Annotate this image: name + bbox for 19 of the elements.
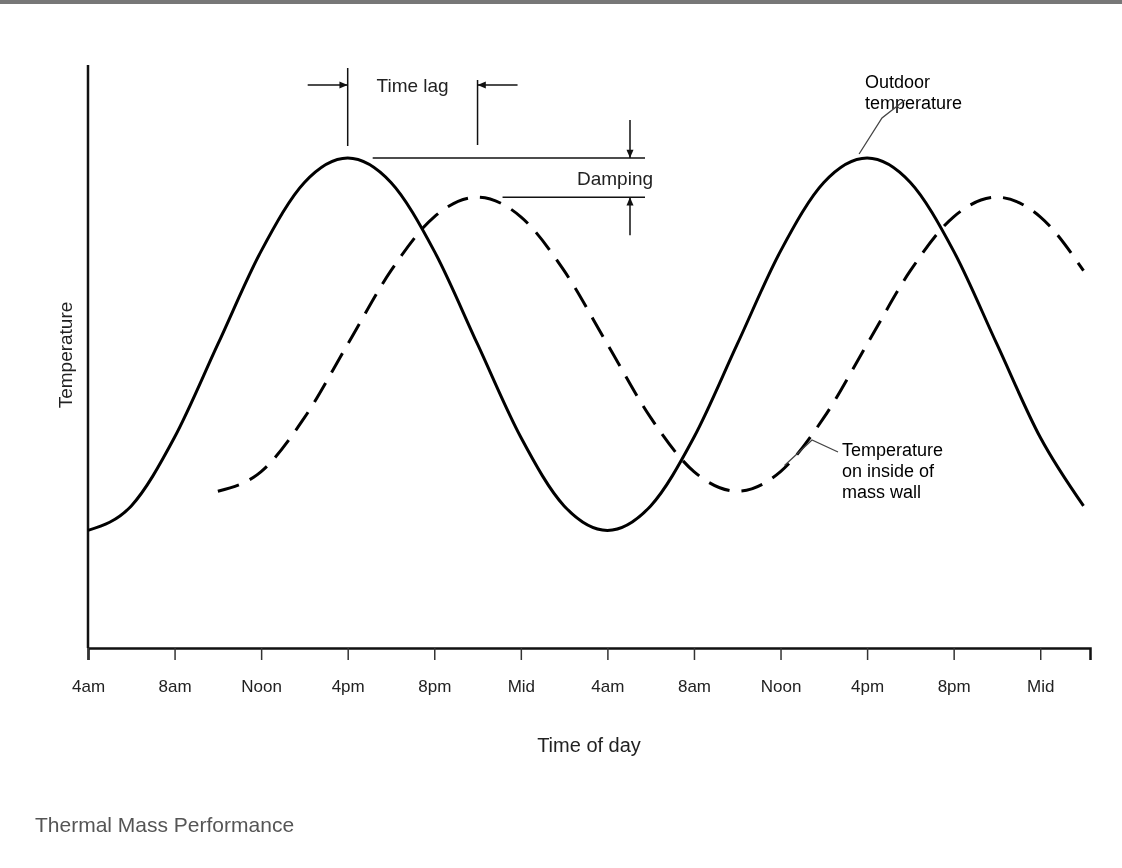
x-tick-label: Mid bbox=[507, 677, 536, 697]
y-axis-title: Temperature bbox=[55, 301, 76, 409]
text: Outdoor temperature bbox=[865, 72, 963, 113]
text: Time lag bbox=[376, 75, 449, 96]
x-tick-label: 4pm bbox=[851, 677, 885, 697]
x-tick-label: 8am bbox=[158, 677, 192, 697]
x-tick-label: 8am bbox=[677, 677, 711, 697]
text: Thermal Mass Performance bbox=[35, 813, 295, 836]
series-label: Temperature on inside of mass wall bbox=[842, 440, 944, 502]
x-tick-label: 8pm bbox=[937, 677, 971, 697]
annotation: Damping bbox=[577, 167, 654, 189]
x-tick-label: 4am bbox=[71, 677, 106, 697]
x-axis-title: Time of day bbox=[537, 734, 641, 756]
x-tick-label: Noon bbox=[760, 677, 802, 697]
x-tick-label: Mid bbox=[1027, 677, 1055, 697]
x-tick-label: 8pm bbox=[418, 677, 452, 697]
x-tick-label: 4pm bbox=[331, 677, 365, 697]
x-tick-label: 4am bbox=[591, 677, 625, 697]
x-tick-label: Noon bbox=[241, 677, 282, 697]
